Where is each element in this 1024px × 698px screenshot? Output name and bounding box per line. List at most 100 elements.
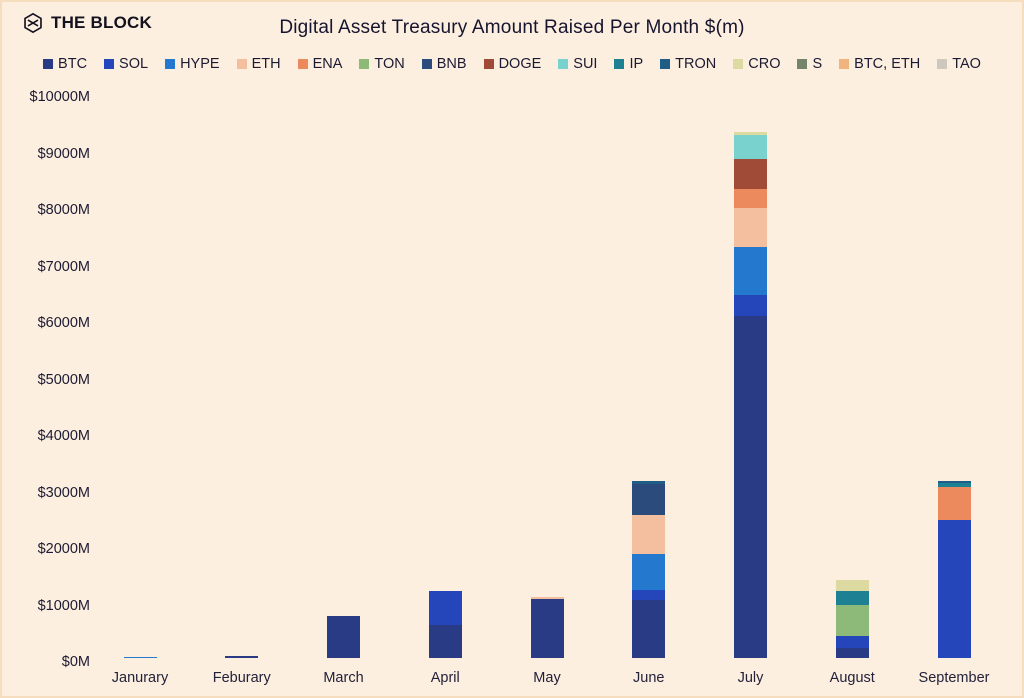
legend-swatch <box>558 59 569 69</box>
legend-label: DOGE <box>498 56 542 72</box>
y-axis-tick-label: $4000M <box>37 428 90 444</box>
x-axis-label-june: June <box>633 670 665 686</box>
bar-segment-eth <box>632 514 666 554</box>
legend-swatch <box>297 59 308 69</box>
x-axis-label-april: April <box>430 670 460 686</box>
y-axis-tick-label: $7000M <box>37 258 90 275</box>
legend-swatch <box>660 59 671 69</box>
legend-swatch <box>104 59 115 69</box>
legend-label: BNB <box>436 56 467 72</box>
y-axis-tick-label: $10000M <box>29 89 90 105</box>
legend-label: S <box>812 56 823 72</box>
legend-swatch <box>421 59 432 69</box>
bar-segment-ena <box>734 188 767 209</box>
bar-segment-tron <box>632 480 666 485</box>
bar-segment-sui <box>734 135 767 159</box>
legend-item-ip: IP <box>614 56 643 72</box>
y-axis-tick-label: $3000M <box>37 484 90 501</box>
bar-segment-sol <box>835 635 869 649</box>
legend-item-sol: SOL <box>104 56 148 72</box>
legend-swatch <box>733 59 744 69</box>
legend-item-bnb: BNB <box>421 56 467 72</box>
legend-label: CRO <box>748 56 781 72</box>
x-axis-label-march: March <box>323 670 364 686</box>
bar-feburary <box>225 655 259 658</box>
legend-label: TRON <box>675 56 717 72</box>
legend-item-doge: DOGE <box>483 56 542 72</box>
legend-item-cro: CRO <box>733 56 780 72</box>
y-axis-tick-label: $5000M <box>37 371 90 388</box>
y-axis-tick-label: $0M <box>61 654 90 670</box>
bar-segment-btc <box>734 316 767 658</box>
y-axis-tick-label: $9000M <box>37 145 90 162</box>
bar-july <box>734 132 767 658</box>
bar-segment-btc <box>530 599 564 658</box>
y-axis-tick-label: $2000M <box>37 541 90 557</box>
the-block-logo: THE BLOCK <box>22 12 152 34</box>
bar-march <box>327 615 360 658</box>
x-axis-label-september: September <box>918 670 990 686</box>
legend-item-tao: TAO <box>937 56 981 72</box>
bar-segment-cro <box>734 132 767 136</box>
bar-segment-btc <box>327 615 360 658</box>
bar-segment-sol <box>632 589 666 600</box>
bar-segment-hype <box>632 553 666 590</box>
bar-segment-ip <box>835 591 869 605</box>
legend-swatch <box>614 59 625 69</box>
bar-segment-tron <box>937 480 971 484</box>
legend-label: ENA <box>312 56 343 72</box>
chart-title: Digital Asset Treasury Amount Raised Per… <box>279 17 745 38</box>
bar-segment-hype <box>123 656 157 658</box>
legend-item-tron: TRON <box>660 56 716 72</box>
legend-label: SUI <box>573 56 598 72</box>
x-axis-label-august: August <box>829 670 875 686</box>
the-block-hexagon-icon <box>24 12 42 34</box>
legend-label: HYPE <box>180 56 220 72</box>
bar-segment-ip <box>937 483 971 487</box>
brand-name: THE BLOCK <box>51 13 152 32</box>
bar-segment-ton <box>835 604 869 636</box>
x-axis-label-janurary: Janurary <box>111 670 169 686</box>
legend-swatch <box>236 59 247 69</box>
y-axis-tick-label: $1000M <box>37 597 90 614</box>
legend-item-btc: BTC <box>43 56 87 72</box>
y-axis-tick-label: $6000M <box>37 315 90 331</box>
legend-swatch <box>839 59 850 69</box>
legend-label: ETH <box>251 56 281 72</box>
bar-segment-eth <box>530 596 564 600</box>
bar-september <box>937 480 971 658</box>
bar-segment-sol <box>734 295 767 317</box>
bar-segment-eth <box>734 208 767 248</box>
legend-label: BTC <box>58 56 88 72</box>
bar-segment-btc <box>225 655 259 658</box>
x-axis-label-july: July <box>737 670 764 686</box>
bar-segment-bnb <box>632 484 666 515</box>
x-axis-label-may: May <box>533 670 561 686</box>
bar-august <box>835 580 869 658</box>
bar-segment-btc <box>632 599 666 658</box>
bar-segment-cro <box>835 580 869 592</box>
bar-segment-sol <box>428 590 462 625</box>
legend-swatch <box>483 59 494 69</box>
bar-segment-ena <box>937 486 971 520</box>
y-axis-tick-label: $8000M <box>37 202 90 218</box>
legend-item-eth: ETH <box>236 56 281 72</box>
bar-april <box>428 590 462 658</box>
x-axis-label-feburary: Feburary <box>212 670 271 686</box>
legend-swatch <box>43 59 54 69</box>
legend-swatch <box>937 59 948 69</box>
legend-item-ena: ENA <box>297 56 343 72</box>
legend-item-hype: HYPE <box>165 56 220 72</box>
bar-segment-doge <box>734 158 767 189</box>
bar-may <box>530 596 564 658</box>
legend-label: TON <box>374 56 405 72</box>
legend: BTC SOL HYPE ETH ENA TON BNB DOGE SUI IP TRON CRO S B… <box>2 56 1022 72</box>
legend-label: TAO <box>952 56 981 72</box>
bar-janurary <box>123 656 157 658</box>
bar-segment-sol <box>937 519 971 658</box>
bar-june <box>632 480 666 658</box>
legend-swatch <box>165 59 176 69</box>
legend-item-sui: SUI <box>558 56 597 72</box>
